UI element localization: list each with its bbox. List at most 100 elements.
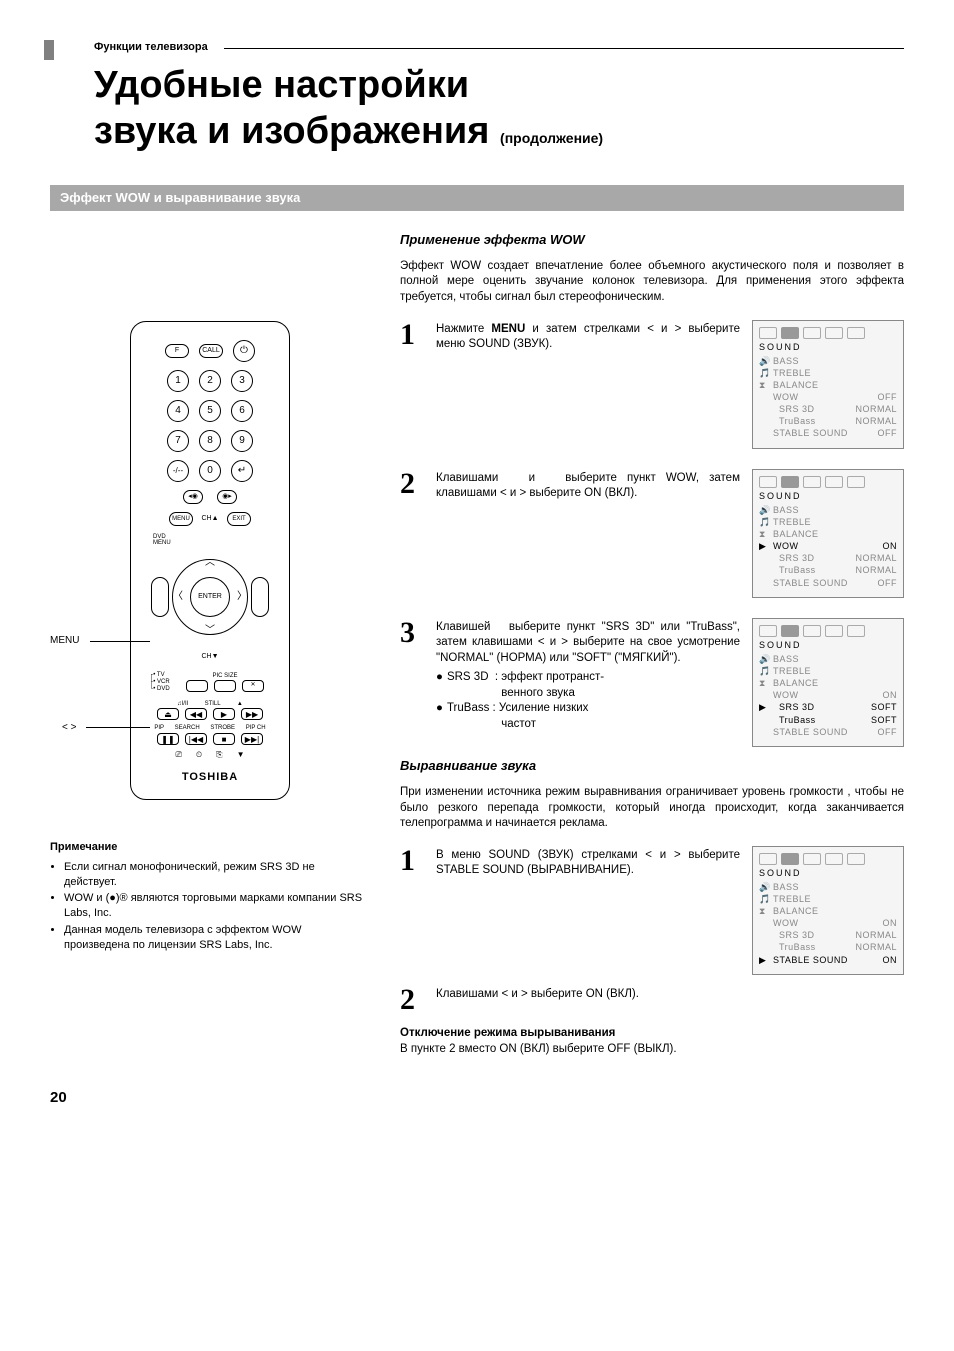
main-columns: MENU < > F CALL ⏻ 1 2 3 4 5 6 [50, 231, 904, 1057]
remote-btn-power[interactable]: ⏻ [233, 340, 255, 362]
remote-btn-rew[interactable]: ◀◀ [185, 708, 207, 720]
step-text: Клавишами < и > выберите ON (ВКЛ). [436, 985, 904, 1003]
osd-tab-icon [825, 476, 843, 488]
left-column: MENU < > F CALL ⏻ 1 2 3 4 5 6 [50, 231, 370, 1057]
wow-step-3: 3 Клавишей выберите пункт "SRS 3D" или "… [400, 618, 904, 747]
right-column: Применение эффекта WOW Эффект WOW создае… [400, 231, 904, 1057]
osd-trubass: TruBass [773, 564, 851, 576]
wow-step-1: 1 Нажмите MENU и затем стрелками < и > в… [400, 320, 904, 449]
wow-intro: Эффект WOW создает впечатление более объ… [400, 259, 904, 306]
step-text: Клавишами и выберите пункт WOW, затем кл… [436, 469, 740, 502]
osd-wow-val: OFF [878, 391, 898, 403]
remote-switch-labels: ┌• TV ├• VCR └• DVD [149, 672, 175, 694]
remote-btn-exit[interactable]: EXIT [227, 512, 251, 526]
remote-btn-6[interactable]: 6 [231, 400, 253, 422]
remote-icon-misc2: ⏲ [196, 749, 202, 760]
remote-btn-f[interactable]: F [165, 344, 189, 358]
remote-label-dvdmenu: DVDMENU [153, 534, 271, 546]
remote-btn-enter[interactable]: ENTER [190, 577, 230, 617]
remote-btn-return[interactable]: ↵ [231, 460, 253, 482]
page-number: 20 [50, 1087, 904, 1108]
dpad-up-icon[interactable]: ︿ [205, 556, 215, 570]
remote-btn-switch[interactable] [186, 680, 208, 692]
osd-srs3d: SRS 3D [773, 552, 851, 564]
remote-btn-5[interactable]: 5 [199, 400, 221, 422]
remote-btn-4[interactable]: 4 [167, 400, 189, 422]
osd-bass: BASS [773, 504, 897, 516]
remote-btn-dash[interactable]: -/-- [167, 460, 189, 482]
remote-label-up: ▲ [237, 700, 243, 708]
remote-label-chv: CH▼ [149, 652, 271, 662]
remote-ch-bar[interactable] [251, 577, 269, 617]
osd-panel-3: SOUND 🔊BASS 🎵TREBLE ⧗BALANCE WOWON ▶SRS … [752, 618, 904, 747]
remote-btn-vol-down[interactable]: ◂◉ [183, 490, 203, 504]
step-text: В меню SOUND (ЗВУК) стрелками < и > выбе… [436, 846, 740, 879]
title-continued: (продолжение) [500, 130, 603, 146]
dpad-down-icon[interactable]: ﹀ [205, 624, 215, 638]
tab-marker [44, 40, 54, 60]
note-item: Если сигнал монофонический, режим SRS 3D… [64, 860, 370, 890]
step-text: Нажмите MENU и затем стрелками < и > выб… [436, 320, 740, 353]
osd-balance: BALANCE [773, 379, 897, 391]
subheader-bar: Эффект WOW и выравнивание звука [50, 185, 904, 211]
osd-stable-val: OFF [878, 577, 898, 589]
osd-wow-val: ON [883, 917, 898, 929]
osd-bass: BASS [773, 881, 897, 893]
note-item: Данная модель телевизора с эффектом WOW … [64, 923, 370, 953]
remote-btn-next[interactable]: ▶▶| [241, 733, 263, 745]
remote-btn-3[interactable]: 3 [231, 370, 253, 392]
section-label: Функции телевизора [94, 40, 904, 55]
remote-btn-1[interactable]: 1 [167, 370, 189, 392]
remote-btn-picsize[interactable] [214, 680, 236, 692]
remote-btn-2[interactable]: 2 [199, 370, 221, 392]
osd-tab-icon [759, 327, 777, 339]
dpad-left-icon[interactable]: 〈 [173, 590, 183, 604]
remote-btn-7[interactable]: 7 [167, 430, 189, 452]
remote-btn-menu[interactable]: MENU [169, 512, 193, 526]
dpad-right-icon[interactable]: 〉 [237, 590, 247, 604]
leveling-step-2: 2 Клавишами < и > выберите ON (ВКЛ). [400, 985, 904, 1015]
remote-ext-arrows-label: < > [62, 721, 76, 735]
osd-trubass-val: NORMAL [855, 564, 897, 576]
osd-balance: BALANCE [773, 677, 897, 689]
remote-btn-prev[interactable]: |◀◀ [185, 733, 207, 745]
osd-tab-sound-icon [781, 476, 799, 488]
remote-btn-stop[interactable]: ■ [213, 733, 235, 745]
remote-brand: TOSHIBA [149, 770, 271, 785]
remote-btn-play[interactable]: ▶ [213, 708, 235, 720]
osd-srs3d-val: NORMAL [855, 929, 897, 941]
osd-tab-icon [825, 327, 843, 339]
osd-wow: WOW [773, 540, 879, 552]
remote-btn-pause[interactable]: ❚❚ [157, 733, 179, 745]
osd-srs3d-val: NORMAL [855, 552, 897, 564]
remote-btn-0[interactable]: 0 [199, 460, 221, 482]
remote-btn-vol-up[interactable]: ◉▸ [217, 490, 237, 504]
remote-btn-ff[interactable]: ▶▶ [241, 708, 263, 720]
osd-tab-icon [847, 327, 865, 339]
osd-trubass-val: NORMAL [855, 941, 897, 953]
leveling-intro: При изменении источника режим выравниван… [400, 785, 904, 832]
remote-label-cha: CH▲ [199, 514, 221, 524]
remote-label-audio: ♫I/II [177, 700, 188, 708]
remote-label-still: STILL [205, 700, 221, 708]
osd-stable-val: OFF [878, 726, 898, 738]
osd-balance: BALANCE [773, 528, 897, 540]
step-number: 2 [400, 985, 424, 1015]
note-item: WOW и (●)® являются торговыми марками ко… [64, 891, 370, 921]
page-header: Функции телевизора Удобные настройки зву… [50, 40, 904, 155]
remote-sw-tv: TV [157, 672, 165, 678]
remote-btn-call[interactable]: CALL [199, 344, 223, 358]
osd-srs3d: SRS 3D [773, 929, 851, 941]
step-number: 1 [400, 320, 424, 350]
remote-vol-bar[interactable] [151, 577, 169, 617]
osd-srs3d: SRS 3D [773, 701, 867, 713]
osd-panel-2: SOUND 🔊BASS 🎵TREBLE ⧗BALANCE ▶WOWON SRS … [752, 469, 904, 598]
osd-treble: TREBLE [773, 665, 897, 677]
remote-btn-eject[interactable]: ⏏ [157, 708, 179, 720]
osd-trubass: TruBass [773, 415, 851, 427]
osd-balance: BALANCE [773, 905, 897, 917]
remote-btn-9[interactable]: 9 [231, 430, 253, 452]
remote-btn-mute[interactable]: ✕ [242, 680, 264, 692]
osd-tab-sound-icon [781, 853, 799, 865]
remote-btn-8[interactable]: 8 [199, 430, 221, 452]
